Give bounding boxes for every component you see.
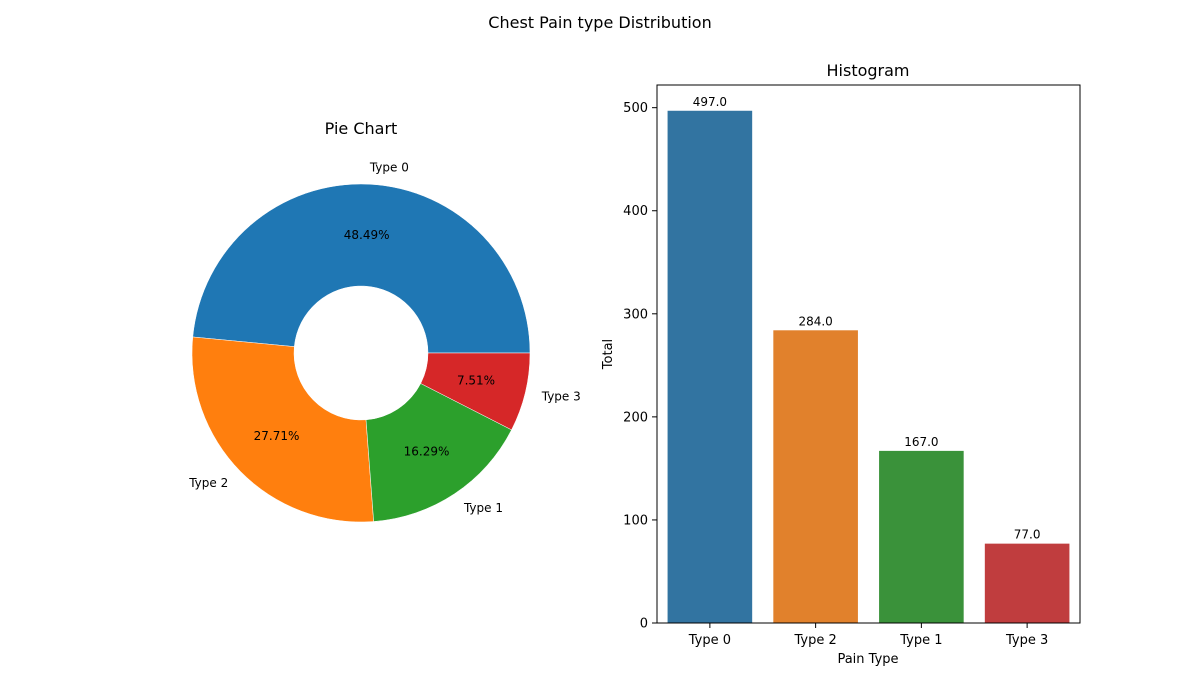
y-tick-label-300: 300 xyxy=(623,307,648,322)
y-tick-label-400: 400 xyxy=(623,204,648,219)
pie-chart-title: Pie Chart xyxy=(325,119,398,138)
bar-chart: Histogram 497.0 284.0 167.0 77.0 0 100 200 300… xyxy=(601,61,1081,667)
pie-slices xyxy=(191,183,531,523)
pie-label-type-3: Type 3 xyxy=(541,389,581,403)
pie-percent-type-0: 48.49% xyxy=(344,228,390,242)
bar-value-label-type-0: 497.0 xyxy=(693,95,727,109)
bar-chart-title: Histogram xyxy=(827,61,910,80)
pie-label-type-0: Type 0 xyxy=(369,160,409,174)
bar-type-3 xyxy=(984,543,1070,623)
pie-percent-type-1: 16.29% xyxy=(404,445,450,459)
y-axis-ticks: 0 100 200 300 400 500 xyxy=(623,101,657,632)
figure-title: Chest Pain type Distribution xyxy=(488,13,711,32)
bar-axes-frame xyxy=(656,84,1081,624)
x-axis-label: Pain Type xyxy=(837,652,898,667)
pie-percent-type-2: 27.71% xyxy=(254,429,300,443)
pie-labels: Type 0 48.49% Type 2 27.71% Type 1 16.29% Type… xyxy=(188,160,581,514)
bar-data-labels: 497.0 284.0 167.0 77.0 xyxy=(693,95,1041,542)
y-tick-label-500: 500 xyxy=(623,101,648,116)
bar-bars xyxy=(667,110,1070,623)
pie-chart: Pie Chart Type 0 48.49% Type 2 27.71% Type 1… xyxy=(188,119,581,523)
bar-type-2 xyxy=(773,330,858,623)
pie-slice-type-3 xyxy=(420,352,531,431)
bar-value-label-type-3: 77.0 xyxy=(1014,528,1041,542)
pie-label-type-1: Type 1 xyxy=(463,501,503,515)
x-tick-label-type-3: Type 3 xyxy=(1005,633,1048,648)
bar-value-label-type-1: 167.0 xyxy=(904,435,938,449)
y-axis-label: Total xyxy=(601,339,616,370)
y-tick-label-100: 100 xyxy=(623,513,648,528)
pie-slice-type-1 xyxy=(365,383,512,522)
x-tick-label-type-0: Type 0 xyxy=(688,633,731,648)
y-tick-label-0: 0 xyxy=(640,617,648,632)
x-axis-ticks: Type 0 Type 2 Type 1 Type 3 xyxy=(688,623,1048,648)
bar-type-1 xyxy=(879,450,964,623)
x-tick-label-type-2: Type 2 xyxy=(793,633,836,648)
bar-value-label-type-2: 284.0 xyxy=(798,314,832,328)
y-tick-label-200: 200 xyxy=(623,410,648,425)
bar-type-0 xyxy=(667,110,753,623)
pie-slice-type-0 xyxy=(192,183,531,354)
pie-slice-type-2 xyxy=(191,336,374,523)
x-tick-label-type-1: Type 1 xyxy=(899,633,942,648)
pie-percent-type-3: 7.51% xyxy=(457,374,495,388)
pie-label-type-2: Type 2 xyxy=(188,476,228,490)
